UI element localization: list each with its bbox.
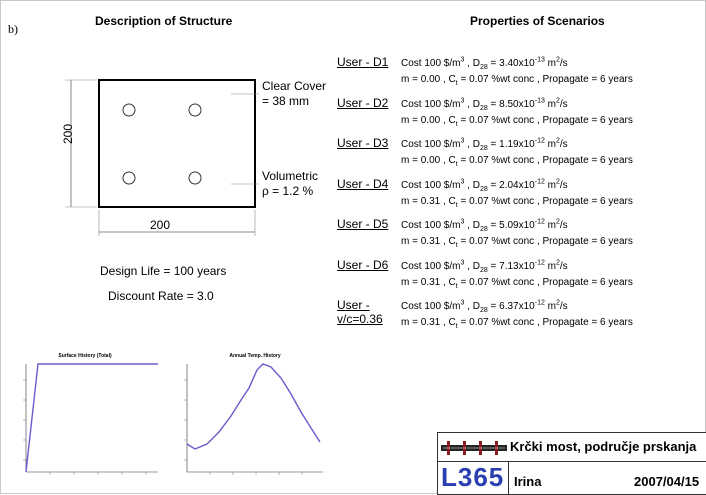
cost-value: Cost 100 $/m [401,58,461,69]
clear-cover-value: = 38 mm [262,94,310,108]
propagate-value: Propagate = 6 years [542,115,633,126]
volumetric-value: ρ = 1.2 % [262,184,314,198]
ct-symbol: C [448,236,456,247]
scenario-cost-line: Cost 100 $/m3 , D28 = 2.04x10-12 m2/s [401,178,568,193]
d28-value: 1.19x10 [499,139,535,150]
scenario-params-line: m = 0.00 , Ct = 0.07 %wt conc , Propagat… [401,155,633,168]
ct-symbol: C [448,317,456,328]
m-value: m = 0.00 [401,115,441,126]
d28-value: 6.37x10 [499,301,535,312]
discount-rate: Discount Rate = 3.0 [108,289,214,303]
propagate-value: Propagate = 6 years [542,277,633,288]
scenario-cost-line: Cost 100 $/m3 , D28 = 8.50x10-13 m2/s [401,97,568,112]
scenario-cost-line: Cost 100 $/m3 , D28 = 5.09x10-12 m2/s [401,218,568,233]
section-outline [98,79,256,208]
ct-symbol: C [448,74,456,85]
cost-value: Cost 100 $/m [401,180,461,191]
d28-exponent: -12 [534,218,545,226]
propagate-value: Propagate = 6 years [542,155,633,166]
propagate-value: Propagate = 6 years [542,236,633,247]
scenario-user-label: User - D6 [337,258,389,272]
scenario-params-line: m = 0.31 , Ct = 0.07 %wt conc , Propagat… [401,196,633,209]
ct-value: = 0.07 %wt conc [457,74,535,85]
ct-value: = 0.07 %wt conc [457,317,535,328]
description-heading: Description of Structure [95,14,233,28]
ct-symbol: C [448,115,456,126]
author-name: Irina [514,474,542,489]
d28-exponent: -13 [534,97,545,105]
width-label: 200 [150,218,171,232]
ct-value: = 0.07 %wt conc [457,115,535,126]
ct-symbol: C [448,196,456,207]
section-label: b) [8,22,18,36]
scenario-user-label: User - D1 [337,55,389,69]
m-value: m = 0.31 [401,277,441,288]
cost-value: Cost 100 $/m [401,220,461,231]
scenario-user-label: User - D3 [337,136,389,150]
ct-value: = 0.07 %wt conc [457,277,535,288]
d28-value: 8.50x10 [499,99,535,110]
propagate-value: Propagate = 6 years [542,74,633,85]
d28-exponent: -12 [534,299,545,307]
d28-exponent: -12 [534,178,545,186]
cost-value: Cost 100 $/m [401,99,461,110]
temp-chart-title: Annual Temp. History [229,353,281,359]
d28-value: 5.09x10 [499,220,535,231]
properties-heading: Properties of Scenarios [470,14,605,28]
m-value: m = 0.00 [401,74,441,85]
rebar-circle [188,103,202,117]
project-title: Krčki most, područje prskanja [510,439,697,454]
cross-section-diagram [65,79,259,236]
date-label: 2007/04/15 [634,474,700,489]
height-label: 200 [61,123,75,144]
scenario-user-label: User - D4 [337,177,389,191]
d28-exponent: -12 [534,259,545,267]
scenario-params-line: m = 0.00 , Ct = 0.07 %wt conc , Propagat… [401,74,633,87]
d28-value: 7.13x10 [499,261,535,272]
d28-exponent: -13 [534,56,545,64]
ct-value: = 0.07 %wt conc [457,155,535,166]
cost-value: Cost 100 $/m [401,301,461,312]
m-value: m = 0.31 [401,236,441,247]
volumetric-label: Volumetric [262,169,319,183]
title-block: Krčki most, područje prskanja L365 Irina… [437,432,706,495]
rebar-circle [122,171,136,185]
d28-value: 2.04x10 [499,180,535,191]
scenario-user-label: User - D2 [337,96,389,110]
clear-cover-label: Clear Cover [262,79,327,93]
rebar-circle [122,103,136,117]
scenario-params-line: m = 0.00 , Ct = 0.07 %wt conc , Propagat… [401,115,633,128]
rebar-circle [188,171,202,185]
m-value: m = 0.00 [401,155,441,166]
surface-history-line [25,363,158,473]
scenario-params-line: m = 0.31 , Ct = 0.07 %wt conc , Propagat… [401,277,633,290]
scenario-user-label: User - D5 [337,217,389,231]
propagate-value: Propagate = 6 years [542,317,633,328]
m-value: m = 0.31 [401,196,441,207]
temp-history-line [186,363,321,450]
ct-symbol: C [448,277,456,288]
scenario-cost-line: Cost 100 $/m3 , D28 = 7.13x10-12 m2/s [401,259,568,274]
annual-temp-chart: Annual Temp. History [184,353,323,475]
design-life: Design Life = 100 years [100,264,227,278]
m-value: m = 0.31 [401,317,441,328]
d28-exponent: -12 [534,137,545,145]
drawing-code: L365 [441,462,505,492]
scenario-params-line: m = 0.31 , Ct = 0.07 %wt conc , Propagat… [401,236,633,249]
scenario-cost-line: Cost 100 $/m3 , D28 = 3.40x10-13 m2/s [401,56,568,71]
scenario-cost-line: Cost 100 $/m3 , D28 = 6.37x10-12 m2/s [401,299,568,314]
d28-value: 3.40x10 [499,58,535,69]
ct-value: = 0.07 %wt conc [457,196,535,207]
cost-value: Cost 100 $/m [401,139,461,150]
cost-value: Cost 100 $/m [401,261,461,272]
surface-chart-title: Surface History (Total) [58,353,112,359]
bridge-logo-icon [441,441,507,455]
scenario-params-line: m = 0.31 , Ct = 0.07 %wt conc , Propagat… [401,317,633,330]
surface-history-chart: Surface History (Total) [23,353,158,475]
ct-symbol: C [448,155,456,166]
propagate-value: Propagate = 6 years [542,196,633,207]
scenario-user-label: User - v/c=0.36 [337,298,383,326]
ct-value: = 0.07 %wt conc [457,236,535,247]
scenario-cost-line: Cost 100 $/m3 , D28 = 1.19x10-12 m2/s [401,137,568,152]
